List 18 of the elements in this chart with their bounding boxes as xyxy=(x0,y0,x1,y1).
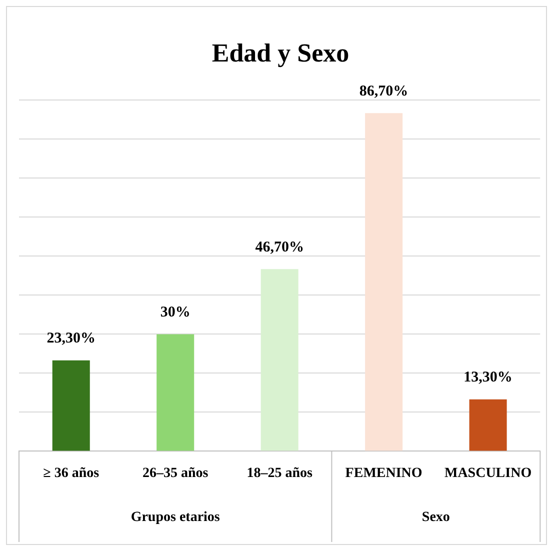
text: Grupos etarios xyxy=(130,510,220,525)
x-tick-label: 26–35 años xyxy=(142,466,209,482)
bar xyxy=(469,399,507,451)
data-label: 23,30% xyxy=(46,330,96,347)
data-label: 30% xyxy=(160,304,190,321)
x-tick-label: ≥ 36 años xyxy=(43,466,100,482)
bar xyxy=(365,113,403,451)
bar xyxy=(260,269,298,451)
bar xyxy=(52,360,90,451)
x-tick-label: 18–25 años xyxy=(246,466,313,482)
data-label: 46,70% xyxy=(255,239,304,256)
data-label: 86,70% xyxy=(359,83,408,100)
data-label: 13,30% xyxy=(464,370,512,386)
text: Sexo xyxy=(422,510,450,525)
bar xyxy=(156,334,194,451)
x-tick-label: FEMENINO xyxy=(345,466,422,482)
chart-title: Edad y Sexo xyxy=(212,38,350,68)
x-tick-label: MASCULINO xyxy=(444,466,532,482)
